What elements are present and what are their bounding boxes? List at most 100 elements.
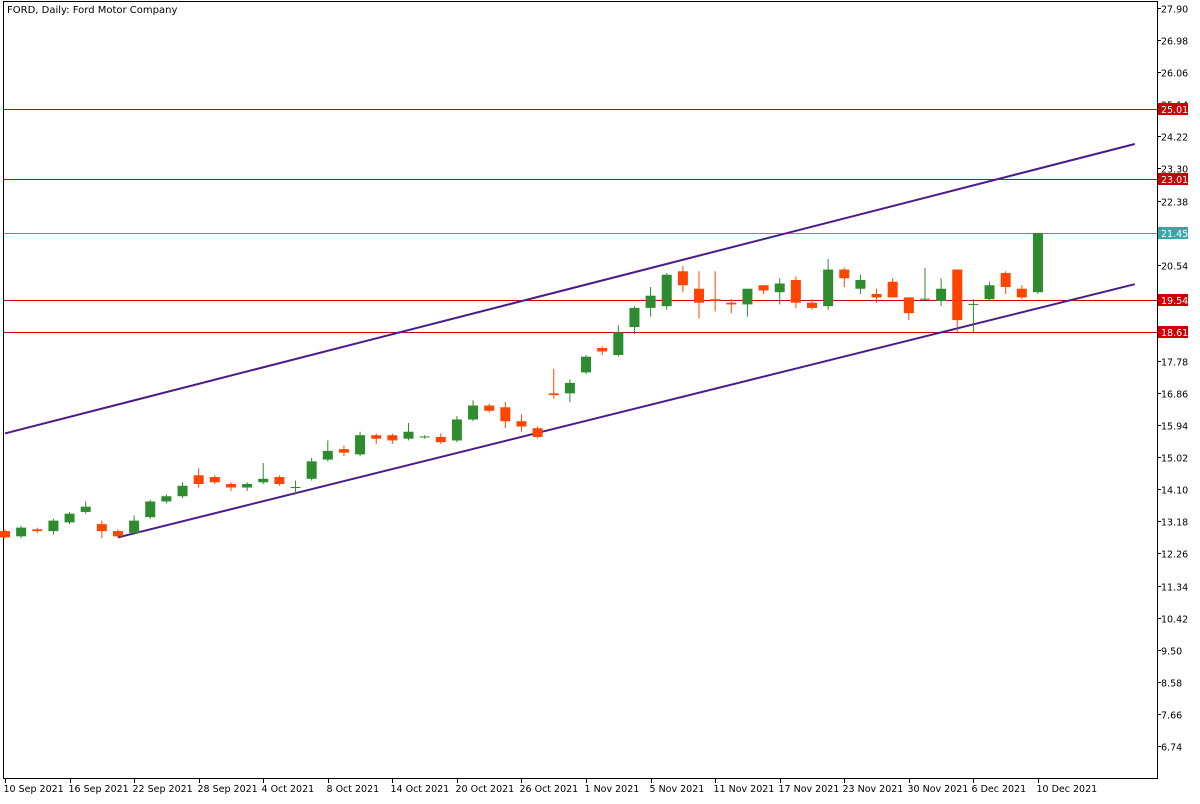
candle — [710, 271, 721, 312]
y-tick-label: 10.42 — [1161, 615, 1188, 626]
y-tick-label: 13.18 — [1161, 518, 1188, 529]
candle — [742, 288, 753, 317]
candle — [225, 482, 236, 491]
candle — [629, 306, 640, 335]
y-tick-label: 12.26 — [1161, 550, 1188, 561]
x-tick-label: 11 Nov 2021 — [714, 784, 775, 795]
level-tag — [1158, 227, 1188, 239]
candle-body — [161, 496, 172, 502]
level-tag-label: 19.54 — [1161, 296, 1188, 307]
candle — [952, 269, 963, 333]
candle-body — [984, 285, 995, 300]
candle-body — [936, 288, 947, 301]
candle-body — [807, 302, 817, 308]
candle — [16, 525, 27, 539]
candle-body — [355, 435, 366, 455]
candle — [1016, 285, 1027, 300]
candle-body — [32, 529, 43, 532]
candle-body — [726, 302, 737, 305]
candle — [484, 403, 495, 413]
candle-body — [500, 407, 511, 422]
candle — [468, 400, 479, 422]
candle — [839, 267, 850, 287]
candle-body — [790, 280, 801, 303]
candle — [371, 433, 382, 444]
plot-frame — [3, 1, 1158, 779]
candle — [645, 286, 656, 317]
candle-body — [64, 513, 75, 523]
y-tick-label: 16.86 — [1161, 390, 1188, 401]
candle — [322, 440, 333, 462]
price-axis: 27.9026.9826.0625.1424.2223.3022.3821.46… — [1157, 5, 1188, 754]
candle — [613, 325, 624, 357]
candle-body — [758, 285, 769, 291]
candle — [726, 299, 737, 314]
candle-body — [16, 527, 27, 537]
y-tick-label: 11.34 — [1161, 583, 1188, 594]
x-tick-label: 26 Oct 2021 — [520, 784, 579, 795]
candle — [403, 422, 414, 441]
candle — [694, 271, 705, 319]
candle — [0, 529, 10, 539]
x-tick-label: 10 Dec 2021 — [1037, 784, 1098, 795]
candle — [871, 288, 882, 303]
candle — [338, 445, 349, 457]
candle-body — [1032, 232, 1043, 293]
candle — [968, 299, 979, 333]
y-tick-label: 8.58 — [1161, 679, 1182, 690]
candle-body — [564, 382, 575, 394]
candle-body — [839, 269, 850, 279]
candle-body — [338, 449, 349, 453]
candle-body — [225, 484, 236, 488]
candle-body — [242, 484, 253, 488]
candle — [1032, 232, 1043, 294]
candle — [564, 379, 575, 403]
y-tick-label: 26.98 — [1161, 37, 1188, 48]
trend-channel — [4, 143, 1136, 539]
candle — [677, 266, 688, 293]
candle-body — [1000, 273, 1011, 287]
candle — [823, 259, 834, 310]
candle — [355, 431, 366, 457]
candle-body — [629, 307, 640, 328]
candle — [451, 416, 462, 443]
y-tick-label: 20.54 — [1161, 262, 1188, 273]
candle — [64, 511, 75, 525]
level-tag-label: 18.61 — [1161, 328, 1188, 339]
candle-body — [516, 421, 527, 427]
y-tick-label: 26.06 — [1161, 69, 1188, 80]
y-tick-label: 24.22 — [1161, 133, 1188, 144]
candle — [1000, 271, 1011, 294]
x-tick-label: 23 Nov 2021 — [843, 784, 904, 795]
candle-body — [145, 501, 156, 518]
x-tick-label: 28 Sep 2021 — [198, 784, 258, 795]
y-tick-label: 15.02 — [1161, 454, 1188, 465]
x-tick-label: 5 Nov 2021 — [650, 784, 705, 795]
candle — [419, 435, 430, 439]
x-tick-label: 8 Oct 2021 — [327, 784, 380, 795]
candle — [661, 273, 672, 310]
candle — [32, 527, 43, 533]
horizontal-levels — [4, 109, 1157, 333]
candle-body — [548, 393, 559, 396]
level-tag-label: 23.01 — [1161, 175, 1188, 186]
candle — [161, 494, 172, 504]
y-tick-label: 15.94 — [1161, 422, 1188, 433]
candle-body — [1016, 288, 1027, 298]
candle-body — [532, 428, 543, 437]
x-tick-label: 1 Nov 2021 — [585, 784, 640, 795]
candle-body — [403, 431, 414, 439]
candle — [80, 501, 91, 514]
candle — [129, 515, 140, 535]
candle-body — [48, 520, 59, 532]
y-tick-label: 17.78 — [1161, 358, 1188, 369]
candle-body — [823, 269, 834, 307]
x-tick-label: 22 Sep 2021 — [133, 784, 193, 795]
candle — [177, 482, 188, 498]
x-tick-label: 14 Oct 2021 — [391, 784, 450, 795]
candle — [145, 499, 156, 519]
candle — [306, 457, 317, 481]
channel-upper-line — [4, 143, 1136, 435]
candle-body — [322, 450, 333, 460]
